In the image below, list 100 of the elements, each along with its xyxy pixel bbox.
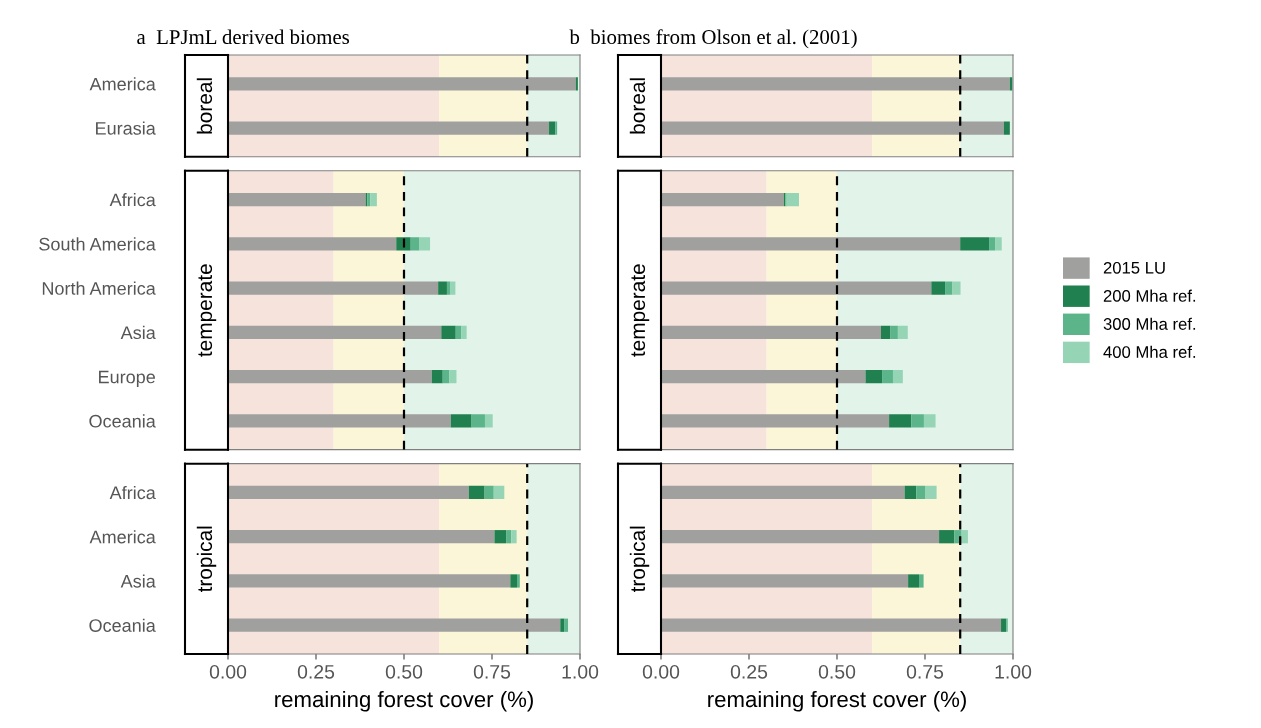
bar [661,369,866,384]
bar [892,369,903,384]
bar [228,237,397,251]
bar [493,485,505,500]
bar [952,281,961,295]
y-tick-label: Europe [99,370,155,387]
bar [441,325,456,340]
bar [484,485,494,500]
y-tick-label: Eurasia [96,121,156,135]
y-axis-title: tropical [629,526,650,593]
bar [661,237,961,251]
legend-label: 300 Mha ref. [1103,317,1196,330]
bar [939,530,955,544]
y-axis-title: boreal [629,78,646,134]
bar [661,530,940,544]
bar [511,530,517,544]
y-tick-label: Oceania [89,414,156,428]
chart-title: a LPJmL derived biomes [137,29,350,45]
bar [419,237,431,251]
y-tick-label: North America [42,281,156,295]
bar [228,574,511,588]
x-tick-label: 0.75 [473,664,511,679]
bar [468,485,485,500]
bar [908,574,920,588]
bar [897,325,908,340]
bar [228,192,366,207]
bar [995,237,1002,251]
bar [961,530,968,544]
bar [450,281,456,295]
bar [960,237,990,251]
bar [911,414,924,428]
y-tick-label: Asia [120,574,156,588]
x-axis-title: remaining forest cover (%) [708,690,966,712]
bar [889,414,912,428]
bar [450,414,472,428]
bar [882,369,893,384]
y-tick-label: Africa [109,193,156,207]
bar [945,281,953,295]
legend-label: 400 Mha ref. [1103,345,1196,358]
bar [923,414,936,428]
bar [471,414,485,428]
bar [931,281,946,295]
x-tick-label: 0.25 [297,664,335,679]
bar [228,281,439,295]
bar [925,485,937,500]
y-axis-title: tropical [196,526,217,593]
x-tick-label: 0.00 [209,664,247,679]
bar [661,485,905,500]
x-tick-label: 0.00 [642,664,680,679]
bar [516,574,520,588]
y-tick-label: America [89,530,156,544]
x-tick-label: 1.00 [995,664,1032,679]
bar [560,618,565,632]
bar [549,121,556,135]
y-axis-title: temperate [198,264,217,357]
bar [228,414,451,428]
bar [396,237,411,251]
bar [890,325,898,340]
y-axis-title: boreal [196,78,213,134]
y-tick-label: Oceania [89,618,156,632]
y-tick-label: Asia [120,325,156,340]
bar [904,485,917,500]
y-tick-label: Africa [109,485,156,500]
bar [661,618,1002,632]
legend-label: 200 Mha ref. [1103,289,1196,302]
bar [228,485,469,500]
bar [575,77,578,91]
x-tick-label: 0.50 [818,664,856,679]
x-tick-label: 0.75 [906,664,944,679]
y-axis-title: temperate [631,264,650,357]
bar [506,530,512,544]
legend-label: 2015 LU [1103,261,1165,274]
bar [494,530,507,544]
bar [661,281,932,295]
bar [228,369,432,384]
bar [881,325,891,340]
x-tick-label: 0.50 [385,664,423,679]
bar [228,121,550,135]
bar [661,414,890,428]
bar [1001,618,1007,632]
bar [786,192,799,207]
bar [228,618,561,632]
bar [510,574,517,588]
bar [661,574,909,588]
bar [919,574,924,588]
bar [228,325,442,340]
x-tick-label: 1.00 [562,664,599,679]
chart-title: b biomes from Olson et al. (2001) [569,29,857,49]
bar [865,369,883,384]
bar [484,414,493,428]
x-tick-label: 0.25 [730,664,768,679]
x-axis-title: remaining forest cover (%) [275,690,533,712]
bar [438,281,447,295]
bar [228,77,576,91]
bar [916,485,925,500]
y-tick-label: South America [39,237,156,251]
bar [449,369,457,384]
bar [228,530,495,544]
bar [370,192,377,207]
bar [461,325,467,340]
